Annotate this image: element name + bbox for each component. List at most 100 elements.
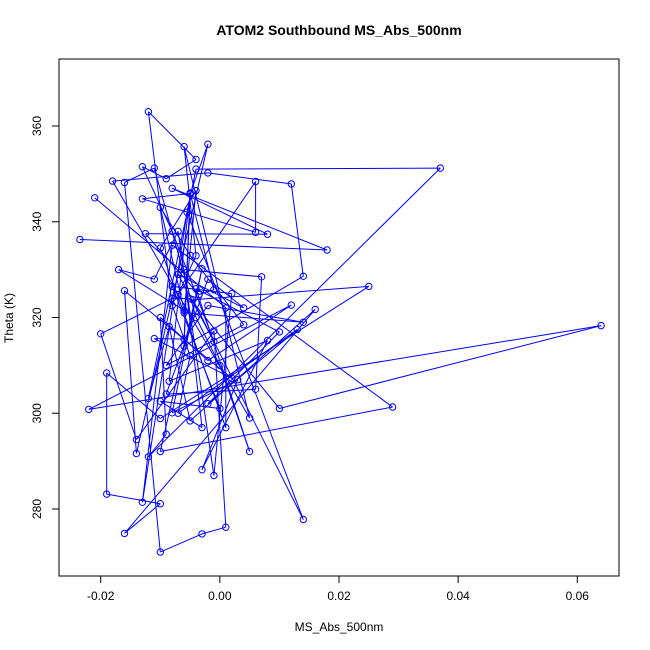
data-point: [180, 342, 188, 350]
series-line-segment: [148, 167, 441, 458]
data-point: [597, 321, 605, 330]
data-point: [204, 169, 212, 177]
data-point: [150, 164, 159, 172]
y-axis-label: Theta (K): [2, 293, 16, 343]
data-point: [192, 155, 200, 164]
data-point: [192, 186, 200, 195]
data-point: [299, 272, 307, 280]
data-point: [365, 282, 373, 291]
series-line-segment: [88, 325, 602, 410]
series-line-segment: [100, 333, 137, 440]
data-point: [192, 285, 200, 293]
series-lines: [79, 111, 602, 553]
data-point: [156, 447, 165, 456]
data-point: [299, 515, 307, 524]
data-point: [192, 313, 200, 322]
data-point: [263, 336, 272, 345]
data-point: [222, 423, 230, 432]
data-point: [263, 230, 272, 238]
series-line-segment: [147, 326, 170, 399]
data-point: [180, 306, 188, 314]
data-point: [240, 321, 248, 329]
data-point: [183, 208, 191, 216]
data-point: [108, 177, 117, 185]
chart-title: ATOM2 Southbound MS_Abs_500nm: [216, 22, 461, 38]
series-line-segment: [153, 167, 197, 318]
data-point: [120, 529, 129, 538]
data-point: [156, 244, 165, 252]
data-point: [293, 325, 301, 334]
data-point: [216, 404, 224, 413]
x-axis-label: MS_Abs_500nm: [295, 620, 384, 634]
data-point: [120, 178, 129, 187]
data-point: [174, 409, 182, 417]
series-line-segment: [166, 388, 256, 395]
series-line-segment: [195, 167, 441, 170]
data-point: [257, 273, 266, 281]
series-line-segment: [160, 533, 203, 553]
data-point: [132, 435, 141, 444]
data-point: [174, 227, 182, 236]
series-line-segment: [159, 190, 197, 249]
data-point: [228, 289, 236, 298]
data-point: [436, 164, 444, 172]
data-point: [168, 294, 176, 303]
series-line-segment: [165, 305, 209, 366]
data-point: [150, 334, 159, 343]
data-point: [97, 330, 105, 338]
series-line-segment: [172, 285, 232, 295]
data-point: [168, 282, 176, 291]
series-line-segment: [201, 526, 226, 535]
data-point: [222, 523, 230, 531]
data-point: [180, 309, 188, 317]
data-point: [168, 301, 176, 310]
data-point: [222, 304, 230, 312]
x-tick-label: 0.04: [446, 589, 470, 603]
series-line-segment: [177, 181, 257, 295]
data-point: [204, 400, 212, 408]
series-line-segment: [118, 269, 185, 311]
data-point: [180, 265, 188, 274]
data-point: [210, 286, 218, 294]
data-point: [144, 108, 153, 116]
series-line-segment: [135, 330, 215, 440]
data-point: [299, 318, 307, 326]
data-point: [204, 356, 212, 365]
data-point: [168, 184, 176, 193]
data-point: [198, 265, 206, 273]
x-tick-label: 0.06: [566, 589, 590, 603]
data-point: [251, 228, 260, 237]
y-tick-label: 340: [30, 211, 44, 231]
data-point: [198, 466, 206, 474]
series-line-segment: [142, 166, 167, 180]
data-point: [210, 471, 218, 480]
series-line-segment: [124, 290, 233, 379]
data-point: [275, 404, 284, 413]
series-line-segment: [171, 231, 215, 342]
series-line-segment: [147, 168, 197, 399]
data-point: [251, 177, 260, 186]
series-line-segment: [106, 493, 161, 505]
data-point: [287, 301, 295, 309]
series-line-segment: [94, 197, 227, 309]
data-point: [234, 376, 242, 384]
series-line-segment: [160, 400, 220, 409]
data-point: [251, 385, 260, 393]
data-point: [186, 190, 194, 198]
data-point: [195, 290, 203, 299]
data-point: [103, 369, 111, 377]
data-point: [162, 430, 170, 438]
data-point: [91, 194, 99, 202]
data-point: [174, 270, 182, 279]
data-point: [141, 230, 150, 238]
series-line-segment: [165, 279, 209, 395]
series-line-segment: [165, 159, 197, 180]
series-line-segment: [207, 278, 245, 309]
data-point: [192, 165, 200, 173]
series-line-segment: [106, 372, 161, 419]
series-line-segment: [145, 233, 200, 295]
series-line-segment: [145, 233, 268, 235]
series-line-segment: [169, 340, 268, 382]
series-line-segment: [142, 193, 191, 200]
series-points: [76, 108, 605, 556]
